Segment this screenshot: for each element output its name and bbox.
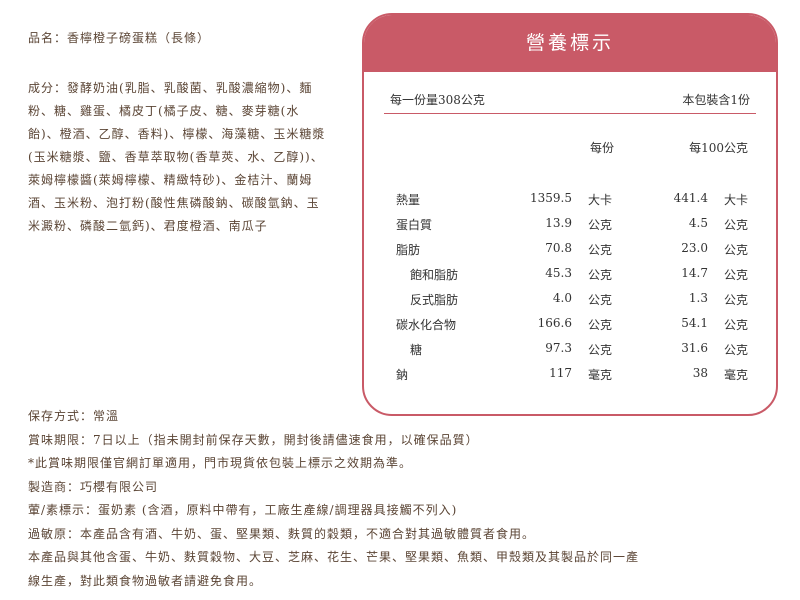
nutrient-name: 脂肪 [396, 243, 421, 257]
unit-per-serving: 公克 [588, 243, 613, 257]
value-per-serving: 13.9 [545, 216, 572, 230]
value-per-100g: 1.3 [688, 291, 708, 305]
unit-per-100g: 公克 [724, 218, 749, 232]
nutrient-name: 碳水化合物 [396, 318, 457, 332]
unit-per-100g: 大卡 [724, 193, 749, 207]
value-per-serving: 45.3 [545, 266, 572, 280]
value-per-100g: 54.1 [681, 316, 708, 330]
value-per-100g: 4.5 [688, 216, 708, 230]
value-per-100g: 441.4 [673, 191, 708, 205]
col-per-100g: 每100公克 [689, 141, 748, 155]
value-per-100g: 23.0 [681, 241, 708, 255]
footer-info: 保存方式：常溫賞味期限：7日以上（指未開封前保存天數，開封後請儘速食用，以確保品… [28, 405, 639, 593]
value-per-100g: 14.7 [681, 266, 708, 280]
unit-per-serving: 公克 [588, 218, 613, 232]
footer-line: 葷/素標示：蛋奶素 (含酒，原料中帶有，工廠生產線/調理器具接觸不列入) [28, 503, 458, 517]
value-per-serving: 166.6 [537, 316, 572, 330]
unit-per-serving: 公克 [588, 318, 613, 332]
footer-line: 過敏原：本產品含有酒、牛奶、蛋、堅果類、麩質的穀類，不適合對其過敏體質者食用。 [28, 526, 536, 541]
ingredients: 成分：發酵奶油(乳脂、乳酸菌、乳酸濃縮物)、麵粉、糖、雞蛋、橘皮丁(橘子皮、糖、… [28, 81, 326, 233]
unit-per-100g: 公克 [724, 268, 749, 282]
servings-per-package: 本包裝含1份 [682, 93, 750, 107]
nutrient-name: 反式脂肪 [410, 293, 459, 307]
footer-line: 本產品與其他含蛋、牛奶、麩質穀物、大豆、芝麻、花生、芒果、堅果類、魚類、甲殼類及… [28, 550, 640, 564]
nutrition-title: 營養標示 [364, 15, 776, 72]
unit-per-serving: 公克 [588, 268, 613, 282]
value-per-serving: 70.8 [545, 241, 572, 255]
nutrient-name: 糖 [410, 343, 423, 357]
serving-size: 每一份量308公克 [390, 93, 485, 107]
unit-per-serving: 毫克 [588, 368, 613, 382]
value-per-100g: 31.6 [681, 341, 708, 355]
unit-per-serving: 大卡 [588, 193, 613, 207]
value-per-serving: 97.3 [545, 341, 572, 355]
value-per-serving: 117 [549, 366, 572, 380]
divider [384, 113, 756, 114]
unit-per-100g: 公克 [724, 318, 749, 332]
unit-per-serving: 公克 [588, 343, 613, 357]
unit-per-100g: 公克 [724, 293, 749, 307]
product-name: 品名：香檸橙子磅蛋糕（長條） [28, 31, 211, 45]
nutrient-name: 蛋白質 [396, 218, 433, 232]
footer-line: 線生產，對此類食物過敏者請避免食用。 [28, 573, 263, 588]
footer-line: 保存方式：常溫 [28, 409, 120, 423]
footer-line: 製造商：巧櫻有限公司 [28, 479, 159, 494]
value-per-100g: 38 [692, 366, 708, 380]
value-per-serving: 1359.5 [530, 191, 572, 205]
unit-per-100g: 毫克 [724, 368, 749, 382]
nutrient-name: 飽和脂肪 [410, 268, 459, 282]
footer-line: *此賞味期限僅官網訂單適用，門市現貨依包裝上標示之效期為準。 [28, 456, 413, 470]
unit-per-100g: 公克 [724, 243, 749, 257]
footer-line: 賞味期限：7日以上（指未開封前保存天數，開封後請儘速食用，以確保品質） [28, 432, 479, 447]
unit-per-100g: 公克 [724, 343, 749, 357]
unit-per-serving: 公克 [588, 293, 613, 307]
col-per-serving: 每份 [590, 141, 615, 155]
nutrient-name: 熱量 [396, 193, 421, 207]
nutrient-name: 鈉 [396, 368, 409, 382]
value-per-serving: 4.0 [552, 291, 572, 305]
nutrition-panel: 營養標示 每一份量308公克 本包裝含1份 每份 每100公克 熱量 1359.… [362, 13, 778, 416]
